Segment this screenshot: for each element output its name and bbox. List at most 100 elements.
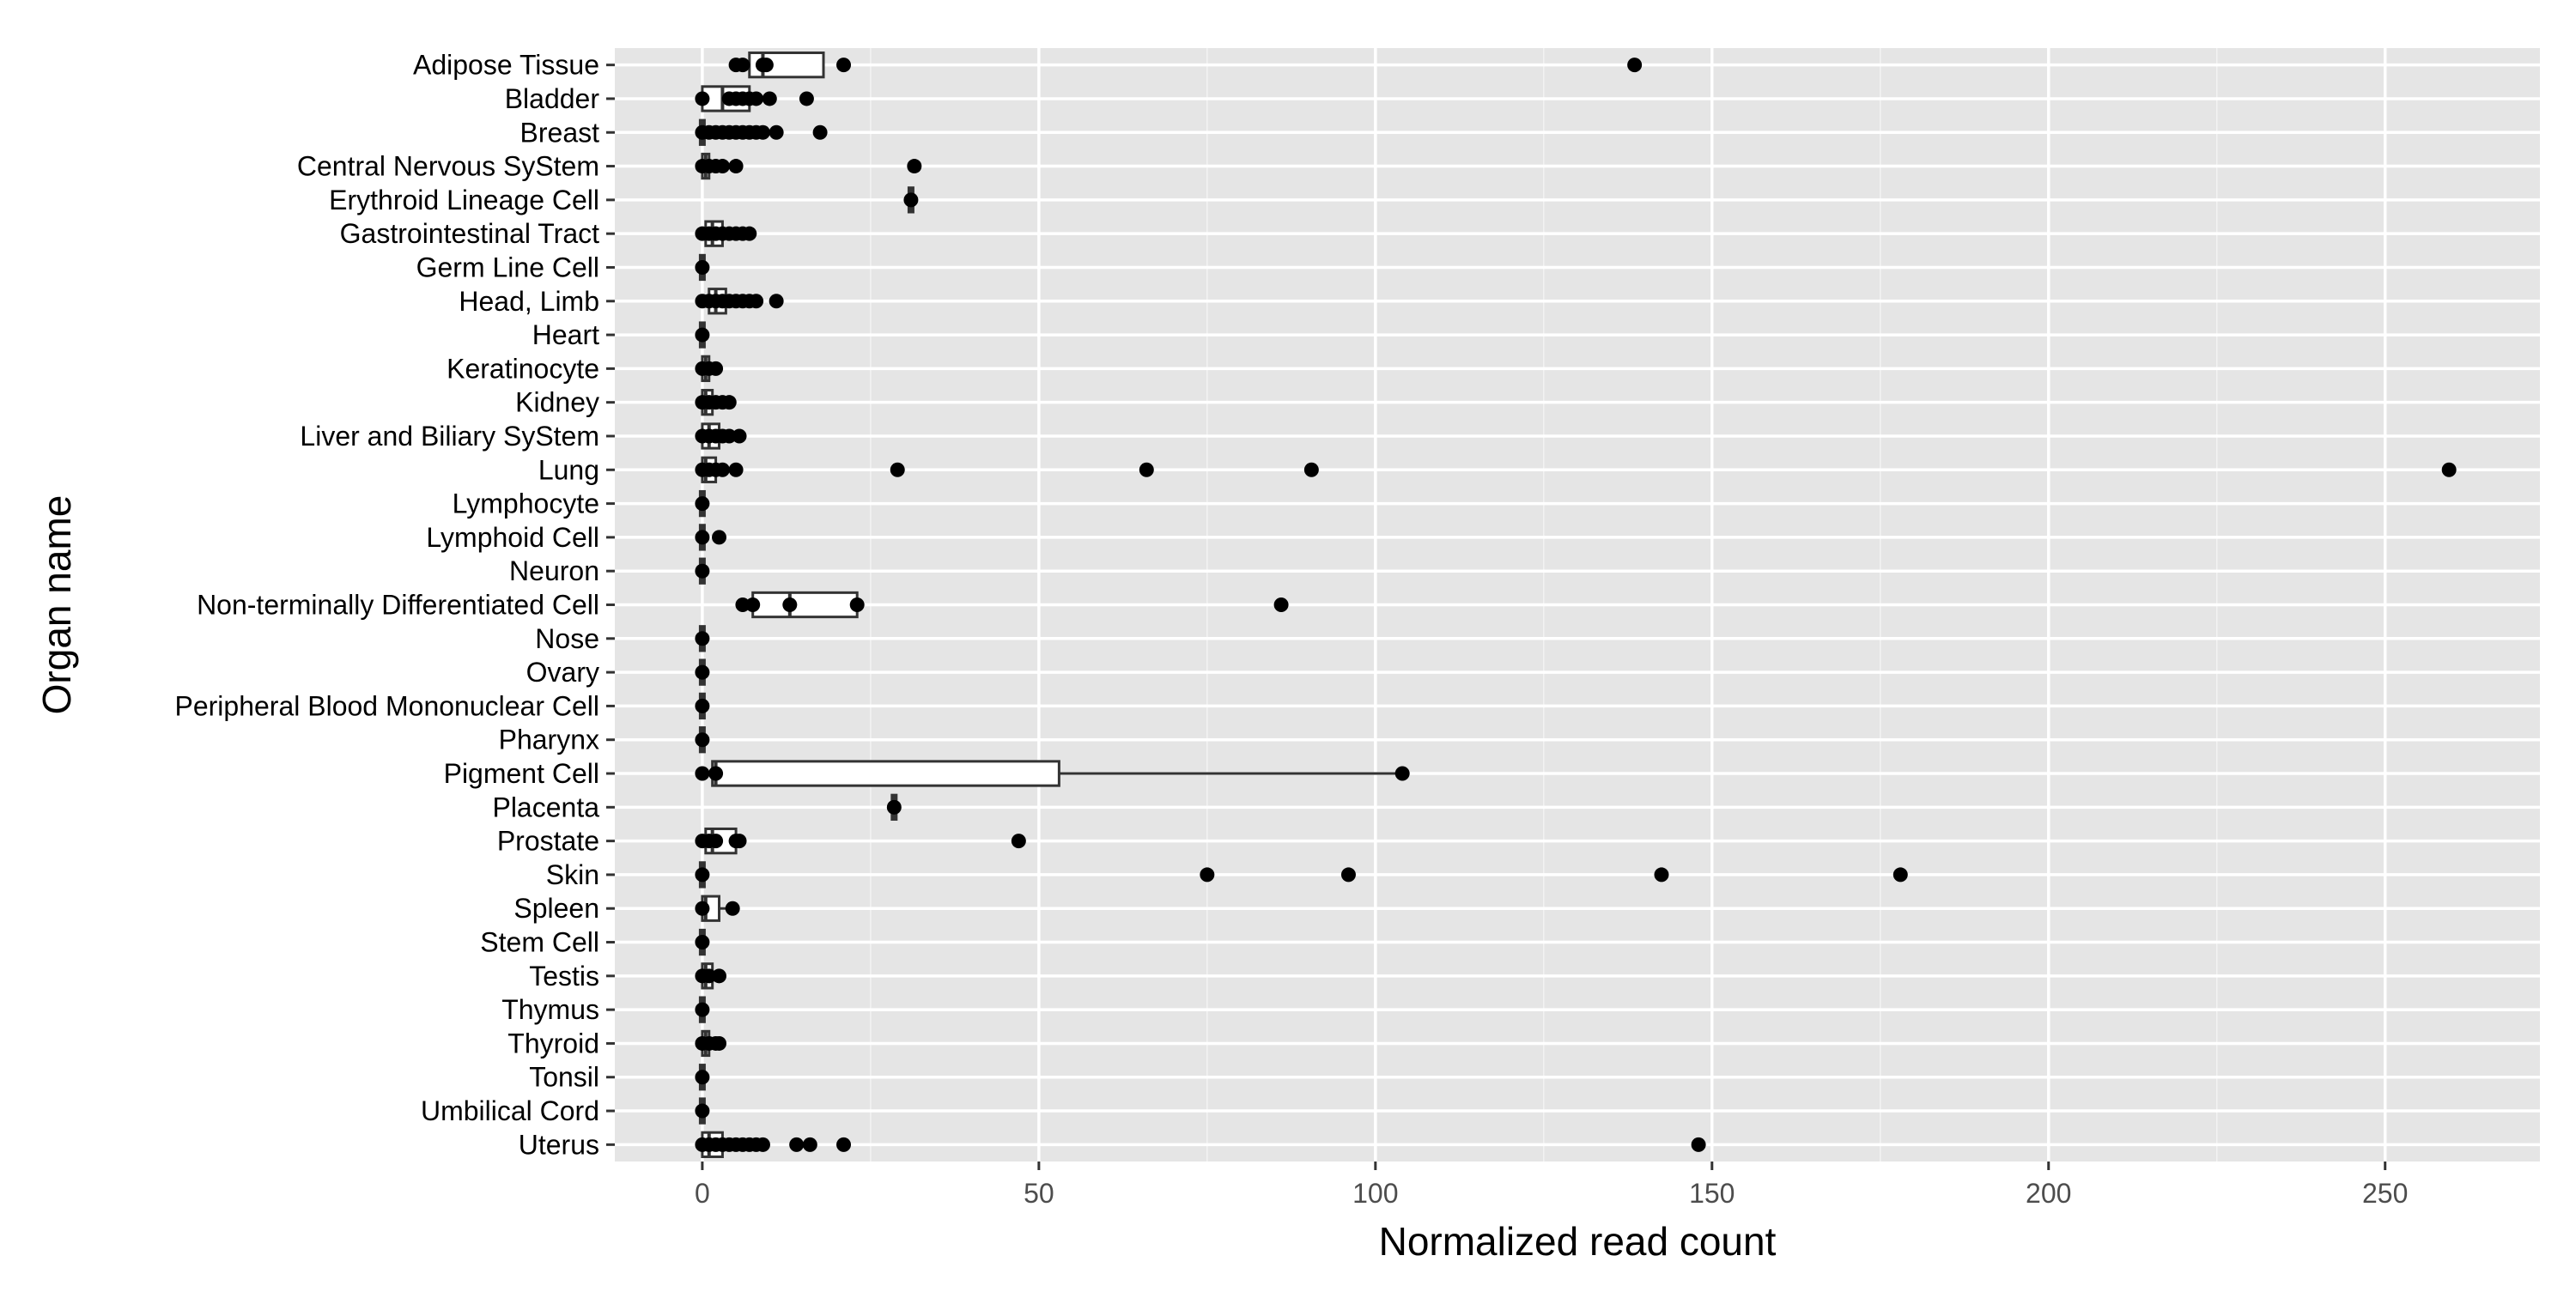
y-tick-label: Erythroid Lineage Cell [329, 185, 599, 215]
data-point [769, 124, 784, 140]
y-tick-label: Tonsil [529, 1062, 599, 1093]
y-tick-label: Germ Line Cell [416, 252, 599, 282]
data-point [695, 91, 710, 106]
data-point [890, 462, 905, 477]
y-tick-label: Breast [520, 117, 600, 148]
data-point [782, 597, 798, 612]
data-point [1340, 867, 1356, 883]
data-point [886, 799, 902, 815]
x-tick-label: 100 [1352, 1178, 1398, 1209]
data-point [721, 395, 737, 410]
data-point [712, 530, 727, 545]
data-point [1139, 462, 1154, 477]
y-tick-label: Lymphoid Cell [426, 522, 599, 553]
data-point [708, 834, 724, 849]
data-point [728, 159, 744, 174]
y-tick-label: Ovary [526, 657, 599, 688]
box-iqr [711, 760, 1060, 787]
data-point [755, 1137, 770, 1152]
y-tick-label: Stem Cell [480, 927, 599, 958]
y-tick-label: Thyroid [507, 1028, 599, 1058]
data-point [712, 1035, 727, 1051]
x-tick-label: 150 [1689, 1178, 1735, 1209]
data-point [755, 124, 770, 140]
data-point [695, 1103, 710, 1119]
y-tick-label: Bladder [505, 83, 600, 114]
major-gridlines [615, 48, 2540, 1162]
data-point [695, 867, 710, 883]
data-point [742, 226, 757, 241]
x-tick-label: 250 [2362, 1178, 2408, 1209]
data-point [1011, 834, 1026, 849]
data-point [1303, 462, 1319, 477]
data-point [695, 1070, 710, 1085]
y-tick-label: Lymphocyte [453, 488, 599, 519]
x-tick-label: 0 [695, 1178, 710, 1209]
box-iqr [751, 591, 859, 619]
data-point [749, 91, 764, 106]
box-non-terminally-differentiated-cell [749, 591, 859, 619]
data-point [695, 766, 710, 781]
data-point [735, 58, 750, 73]
data-point [714, 159, 730, 174]
data-point [1627, 58, 1643, 73]
x-tick-label: 50 [1024, 1178, 1054, 1209]
y-tick-label: Umbilical Cord [421, 1095, 599, 1126]
data-point [695, 259, 710, 275]
data-point [695, 698, 710, 713]
y-tick-label: Heart [532, 319, 599, 350]
data-point [714, 462, 730, 477]
data-point [708, 361, 724, 376]
x-tick-label: 200 [2026, 1178, 2071, 1209]
y-tick-label: Keratinocyte [447, 353, 599, 384]
data-point [695, 563, 710, 579]
y-tick-label: Head, Limb [459, 286, 599, 317]
data-point [721, 428, 737, 444]
data-point [695, 631, 710, 646]
data-point [695, 327, 710, 343]
data-point [1691, 1137, 1706, 1152]
box-spleen [701, 895, 730, 922]
data-point [695, 496, 710, 512]
data-point [732, 428, 747, 444]
data-point [695, 935, 710, 950]
y-tick-label: Central Nervous SyStem [297, 151, 599, 182]
data-point [745, 597, 761, 612]
y-tick-label: Lung [538, 454, 599, 485]
data-point [1200, 867, 1215, 883]
y-tick-label: Pigment Cell [444, 758, 599, 789]
y-axis-title: Organ name [34, 495, 79, 715]
data-point [758, 58, 774, 73]
data-point [812, 124, 828, 140]
data-point [769, 294, 784, 309]
data-point [695, 1002, 710, 1017]
data-point [702, 968, 717, 984]
data-point [735, 597, 750, 612]
data-point [695, 664, 710, 680]
y-tick-label: Non-terminally Differentiated Cell [197, 590, 599, 621]
data-point [762, 91, 777, 106]
y-tick-label: Gastrointestinal Tract [340, 218, 599, 249]
data-point [789, 1137, 805, 1152]
data-point [907, 159, 922, 174]
data-point [695, 530, 710, 545]
data-point [836, 58, 852, 73]
data-point [728, 462, 744, 477]
y-tick-label: Liver and Biliary SyStem [300, 421, 599, 452]
data-point [695, 732, 710, 748]
y-tick-label: Pharynx [499, 725, 599, 755]
y-tick-label: Nose [535, 623, 599, 654]
data-point [695, 901, 710, 916]
data-point [1893, 867, 1908, 883]
box-adipose-tissue [742, 52, 825, 79]
data-point [732, 834, 747, 849]
y-tick-label: Peripheral Blood Mononuclear Cell [175, 690, 600, 721]
y-tick-label: Uterus [519, 1129, 599, 1160]
y-tick-label: Kidney [515, 387, 599, 418]
data-point [836, 1137, 852, 1152]
data-point [799, 91, 814, 106]
data-point [903, 192, 919, 208]
